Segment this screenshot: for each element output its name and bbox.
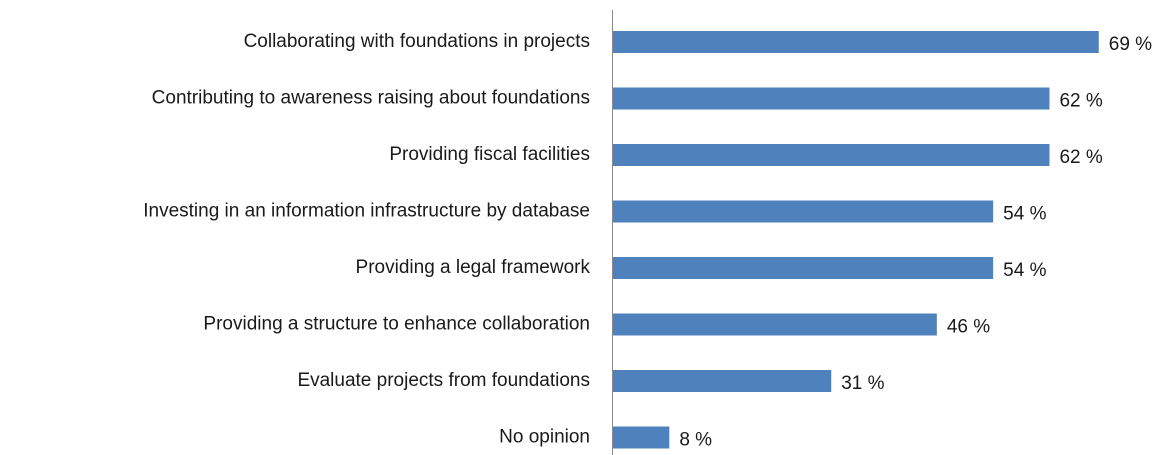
category-label: Providing a structure to enhance collabo… (203, 314, 590, 335)
category-label: Investing in an information infrastructu… (143, 201, 590, 222)
bar (613, 200, 994, 223)
value-label: 62 % (1059, 147, 1102, 168)
value-label: 54 % (1003, 204, 1046, 225)
value-label: 62 % (1059, 91, 1102, 112)
value-label: 31 % (841, 373, 884, 394)
value-label: 8 % (679, 430, 712, 451)
category-label: Evaluate projects from foundations (297, 370, 590, 391)
category-label: No opinion (499, 427, 590, 448)
value-label: 69 % (1109, 34, 1152, 55)
bar (613, 370, 832, 392)
bar (613, 257, 994, 279)
category-label: Collaborating with foundations in projec… (244, 31, 590, 52)
value-label: 54 % (1003, 260, 1046, 281)
bar (613, 31, 1099, 53)
category-label: Contributing to awareness raising about … (152, 88, 590, 109)
category-label: Providing a legal framework (356, 257, 591, 278)
bar (613, 87, 1050, 110)
bar (613, 426, 670, 449)
value-label: 46 % (947, 317, 990, 338)
category-label: Providing fiscal facilities (389, 144, 590, 165)
bar (613, 313, 937, 336)
bar (613, 144, 1050, 166)
